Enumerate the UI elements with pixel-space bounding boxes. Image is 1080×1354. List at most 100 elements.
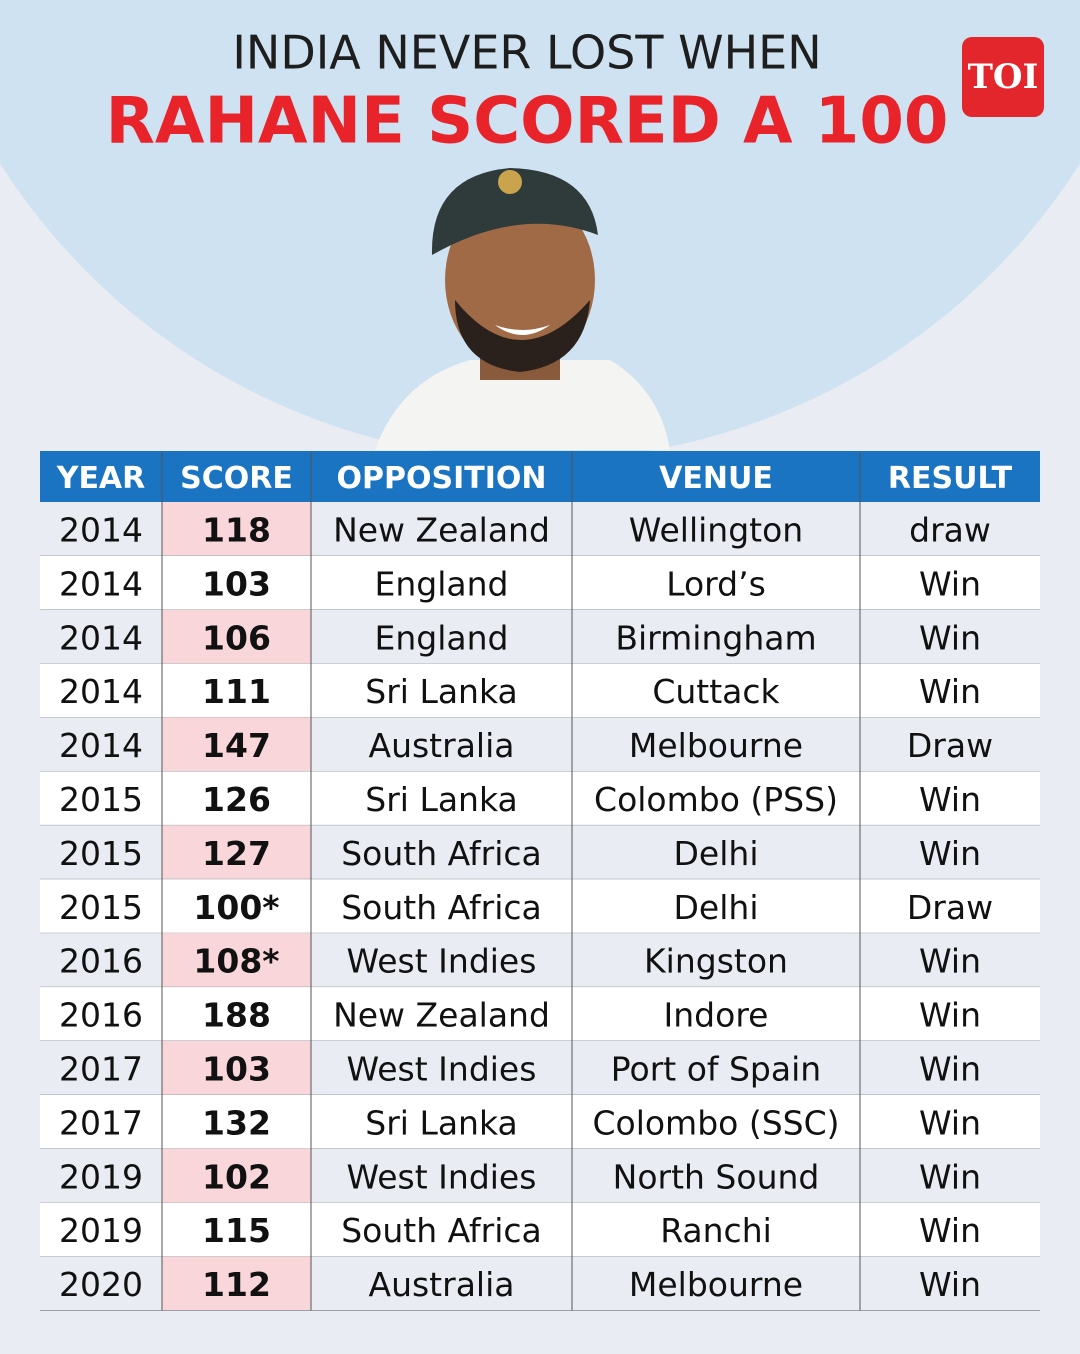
cell: 102 <box>202 1157 271 1196</box>
cell: South Africa <box>341 1211 542 1250</box>
cell: Win <box>919 996 981 1035</box>
cell: Kingston <box>644 942 788 981</box>
cell: Draw <box>907 888 993 927</box>
cell: West Indies <box>347 1049 537 1088</box>
score-highlight <box>162 1041 311 1095</box>
cell: draw <box>909 510 991 549</box>
cell: Colombo (SSC) <box>592 1103 839 1142</box>
cell: Port of Spain <box>611 1049 821 1088</box>
row-background <box>40 1202 1040 1257</box>
cell: 2015 <box>59 888 143 927</box>
column-header: SCORE <box>180 461 293 496</box>
cell: Colombo (PSS) <box>594 780 838 819</box>
cell: 2016 <box>59 942 143 981</box>
cell: Win <box>919 672 981 711</box>
score-highlight <box>162 1256 311 1311</box>
cell: 132 <box>202 1103 271 1142</box>
score-highlight <box>162 609 311 664</box>
cell: Birmingham <box>615 618 816 657</box>
cell: Win <box>919 1049 981 1088</box>
cell: 2017 <box>59 1049 143 1088</box>
cell: Lord’s <box>666 564 766 603</box>
cell: 2016 <box>59 996 143 1035</box>
header-row <box>40 451 1040 502</box>
table: YEAR SCORE OPPOSITION VENUE RESULT 2014 118 New… <box>40 451 1040 1311</box>
row-background <box>40 663 1040 718</box>
score-highlight <box>162 825 311 880</box>
row-background <box>40 987 1040 1041</box>
cell: 2019 <box>59 1157 143 1196</box>
cell: 111 <box>202 672 271 711</box>
cell: 2017 <box>59 1103 143 1142</box>
cell: New Zealand <box>333 996 550 1035</box>
cell: 112 <box>202 1265 271 1304</box>
score-highlight <box>162 933 311 988</box>
cell: Win <box>919 942 981 981</box>
cell: Wellington <box>629 510 803 549</box>
column-header: VENUE <box>659 461 773 496</box>
cell: 103 <box>202 1049 271 1088</box>
cell: Win <box>919 780 981 819</box>
cell: Sri Lanka <box>365 1103 517 1142</box>
cell: Delhi <box>674 888 759 927</box>
row-background <box>40 555 1040 610</box>
cell: Win <box>919 618 981 657</box>
cell: 100* <box>193 888 279 927</box>
cell: Delhi <box>674 834 759 873</box>
cell: 115 <box>202 1211 271 1250</box>
cell: Australia <box>369 726 515 765</box>
cell: West Indies <box>347 942 537 981</box>
score-highlight <box>162 1148 311 1203</box>
cell: Sri Lanka <box>365 780 517 819</box>
cell: Australia <box>369 1265 515 1304</box>
column-header: YEAR <box>56 461 146 496</box>
cell: West Indies <box>347 1157 537 1196</box>
cell: 2019 <box>59 1211 143 1250</box>
cell: Win <box>919 1265 981 1304</box>
cell: Ranchi <box>660 1211 772 1250</box>
logo: TOI <box>968 57 1039 97</box>
cell: 2014 <box>59 564 143 603</box>
cell: Melbourne <box>629 726 803 765</box>
cell: 188 <box>202 996 271 1035</box>
cell: 2014 <box>59 618 143 657</box>
cell: New Zealand <box>333 510 550 549</box>
cell: 106 <box>202 618 271 657</box>
cell: Draw <box>907 726 993 765</box>
cell: South Africa <box>341 834 542 873</box>
column-header: RESULT <box>888 461 1013 496</box>
row-background <box>40 771 1040 826</box>
cell: Cuttack <box>652 672 780 711</box>
cell: Win <box>919 834 981 873</box>
cell: England <box>375 564 509 603</box>
cell: North Sound <box>613 1157 820 1196</box>
logo-box <box>962 37 1044 117</box>
score-highlight <box>162 502 311 556</box>
cell: Win <box>919 1103 981 1142</box>
cell: 108* <box>193 942 279 981</box>
cell: England <box>375 618 509 657</box>
cell: 126 <box>202 780 271 819</box>
title-line2: RAHANE SCORED A 100 <box>106 85 949 159</box>
cell: Win <box>919 1211 981 1250</box>
cell: 2014 <box>59 726 143 765</box>
row-background <box>40 879 1040 934</box>
cell: 147 <box>202 726 271 765</box>
column-header: OPPOSITION <box>337 461 547 496</box>
cell: Sri Lanka <box>365 672 517 711</box>
cell: 127 <box>202 834 271 873</box>
cell: 2020 <box>59 1265 143 1304</box>
cell: 2014 <box>59 510 143 549</box>
cell: 118 <box>202 510 271 549</box>
row-background <box>40 1094 1040 1149</box>
cell: Melbourne <box>629 1265 803 1304</box>
cell: Indore <box>664 996 769 1035</box>
cell: 2015 <box>59 834 143 873</box>
cell: 2014 <box>59 672 143 711</box>
cell: Win <box>919 564 981 603</box>
title-line1: INDIA NEVER LOST WHEN <box>232 26 821 80</box>
cell: 2015 <box>59 780 143 819</box>
player-illustration <box>375 168 670 450</box>
